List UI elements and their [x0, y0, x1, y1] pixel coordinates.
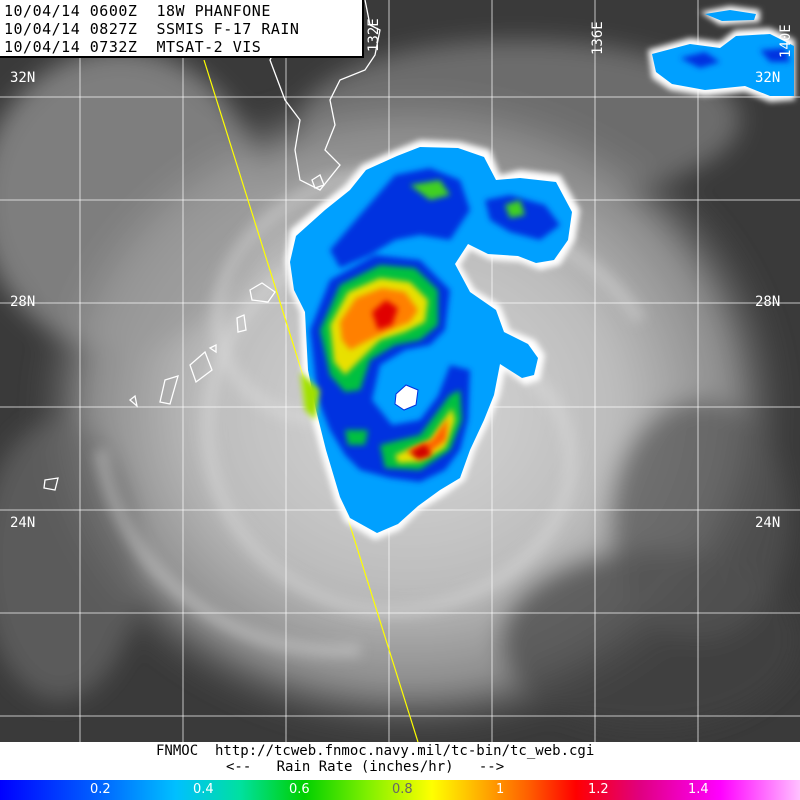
coastlines — [43, 0, 381, 491]
colorbar-tick-0-2: 0.2 — [90, 782, 111, 797]
typhoon-eye — [394, 384, 419, 411]
source-url-text: FNMOC http://tcweb.fnmoc.navy.mil/tc-bin… — [156, 743, 595, 759]
lat-label-32n: 32N — [10, 70, 36, 86]
header-line-1: 10/04/14 0600Z 18W PHANFONE — [4, 2, 271, 20]
lon-label-132e: 132E — [366, 18, 382, 52]
lat-label-24n-right: 24N — [755, 515, 781, 531]
colorbar-tick-0-6: 0.6 — [289, 782, 310, 797]
colorbar-tick-1: 1 — [496, 782, 505, 797]
colorbar-tick-0-4: 0.4 — [193, 782, 214, 797]
header-panel: 10/04/14 0600Z 18W PHANFONE 10/04/14 082… — [0, 0, 364, 58]
satellite-rain-map — [0, 0, 800, 742]
lat-label-28n: 28N — [10, 294, 36, 310]
colorbar-tick-0-8: 0.8 — [392, 782, 413, 797]
colorbar-tick-1-2: 1.2 — [588, 782, 609, 797]
rain-rate-colorbar — [0, 780, 800, 800]
colorbar-tick-1-4: 1.4 — [688, 782, 709, 797]
header-line-3: 10/04/14 0732Z MTSAT-2 VIS — [4, 38, 262, 56]
lat-label-28n-right: 28N — [755, 294, 781, 310]
rain-rate-overlay — [285, 6, 795, 540]
lon-label-136e: 136E — [590, 21, 606, 55]
header-line-2: 10/04/14 0827Z SSMIS F-17 RAIN — [4, 20, 300, 38]
lat-label-32n-right: 32N — [755, 70, 781, 86]
lat-label-24n: 24N — [10, 515, 36, 531]
colorbar-title: <-- Rain Rate (inches/hr) --> — [226, 759, 505, 775]
lon-label-140e: 140E — [778, 24, 794, 58]
